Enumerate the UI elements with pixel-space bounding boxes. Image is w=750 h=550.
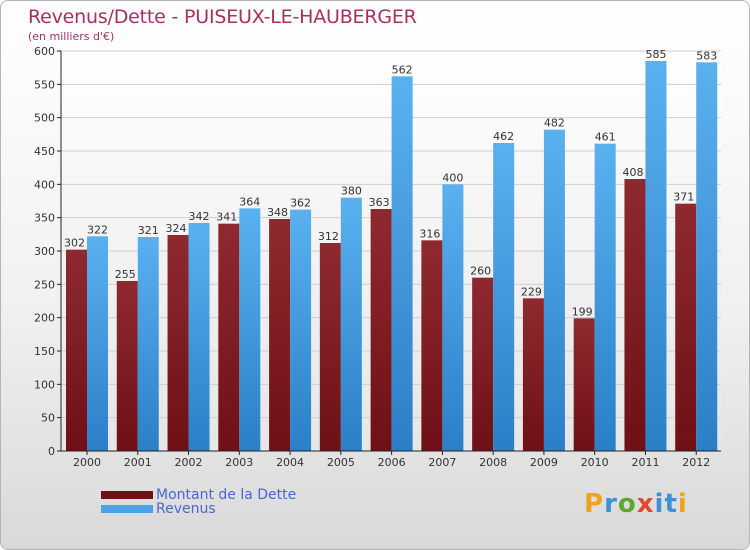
bar-revenus [239, 208, 261, 451]
bar-dette [218, 223, 240, 451]
bar-dette [573, 318, 595, 451]
bar-dette [472, 277, 494, 451]
logo-letter: i [677, 489, 688, 519]
x-tick-label: 2003 [225, 456, 253, 469]
value-label-revenus: 364 [239, 195, 260, 208]
logo-letter: r [604, 489, 618, 519]
bar-revenus [290, 209, 312, 451]
x-tick-label: 2000 [73, 456, 101, 469]
y-tick-label: 200 [34, 312, 55, 325]
proxiti-logo: Proxiti [584, 489, 688, 519]
legend-item-revenus: Revenus [101, 501, 361, 518]
x-tick-label: 2009 [530, 456, 558, 469]
x-tick-label: 2012 [682, 456, 710, 469]
value-label-revenus: 400 [442, 171, 463, 184]
x-tick-label: 2008 [479, 456, 507, 469]
chart-subtitle: (en milliers d'€) [28, 30, 115, 43]
bar-revenus [645, 61, 667, 451]
bar-revenus [442, 184, 464, 452]
bar-revenus [87, 236, 108, 451]
bar-dette [370, 209, 392, 451]
value-label-dette: 199 [572, 305, 593, 318]
value-label-revenus: 342 [189, 210, 210, 223]
value-label-dette: 302 [64, 237, 85, 250]
value-label-revenus: 482 [544, 117, 565, 130]
legend-label-dette: Montant de la Dette [156, 487, 297, 503]
logo-letter: o [617, 489, 637, 519]
bar-dette [624, 179, 646, 451]
x-tick-label: 2002 [175, 456, 203, 469]
bar-revenus [391, 76, 413, 451]
x-tick-label: 2011 [631, 456, 659, 469]
bar-dette [269, 219, 291, 451]
chart-title: Revenus/Dette - PUISEUX-LE-HAUBERGER [28, 6, 417, 28]
x-tick-label: 2010 [581, 456, 609, 469]
bar-revenus [137, 237, 159, 451]
value-label-revenus: 362 [290, 197, 311, 210]
bar-revenus [696, 62, 718, 451]
value-label-dette: 324 [166, 222, 187, 235]
y-tick-label: 0 [48, 445, 55, 458]
y-tick-label: 100 [34, 378, 55, 391]
x-tick-label: 2005 [327, 456, 355, 469]
bar-revenus [188, 223, 210, 451]
value-label-dette: 312 [318, 230, 339, 243]
bar-dette [66, 249, 87, 451]
legend-swatch-dette [101, 491, 153, 499]
y-tick-label: 350 [34, 212, 55, 225]
value-label-dette: 371 [673, 191, 694, 204]
value-label-dette: 316 [419, 227, 440, 240]
value-label-dette: 408 [622, 166, 643, 179]
logo-letter: x [636, 489, 655, 519]
bar-dette [675, 203, 697, 451]
value-label-revenus: 380 [341, 185, 362, 198]
value-label-revenus: 322 [87, 223, 108, 236]
logo-letter: P [584, 489, 605, 519]
bar-dette [421, 240, 443, 451]
legend-swatch-revenus [101, 505, 153, 513]
y-tick-label: 600 [34, 45, 55, 58]
value-label-dette: 363 [369, 196, 390, 209]
value-label-dette: 260 [470, 265, 491, 278]
value-label-dette: 229 [521, 285, 542, 298]
x-tick-label: 2001 [124, 456, 152, 469]
y-tick-label: 550 [34, 78, 55, 91]
y-tick-label: 300 [34, 245, 55, 258]
bar-dette [167, 235, 189, 451]
value-label-revenus: 583 [696, 49, 717, 62]
bar-dette [116, 281, 138, 451]
legend-item-dette: Montant de la Dette [101, 487, 361, 504]
logo-letter: t [664, 489, 678, 519]
value-label-revenus: 321 [138, 224, 159, 237]
logo-letter: i [654, 489, 665, 519]
value-label-dette: 348 [267, 206, 288, 219]
x-tick-label: 2007 [428, 456, 456, 469]
bar-revenus [493, 143, 515, 451]
value-label-dette: 341 [216, 211, 237, 224]
y-tick-label: 500 [34, 112, 55, 125]
y-tick-label: 150 [34, 345, 55, 358]
bar-dette [319, 243, 341, 451]
y-tick-label: 400 [34, 178, 55, 191]
bar-revenus [594, 143, 616, 451]
y-tick-label: 250 [34, 278, 55, 291]
value-label-revenus: 461 [595, 131, 616, 144]
value-label-revenus: 585 [645, 48, 666, 61]
legend-label-revenus: Revenus [156, 501, 216, 517]
x-tick-label: 2004 [276, 456, 304, 469]
y-tick-label: 450 [34, 145, 55, 158]
bar-revenus [340, 197, 362, 451]
x-tick-label: 2006 [378, 456, 406, 469]
value-label-dette: 255 [115, 268, 136, 281]
value-label-revenus: 462 [493, 130, 514, 143]
bar-dette [522, 298, 544, 451]
value-label-revenus: 562 [392, 63, 413, 76]
bar-revenus [543, 129, 565, 451]
y-tick-label: 50 [41, 412, 55, 425]
